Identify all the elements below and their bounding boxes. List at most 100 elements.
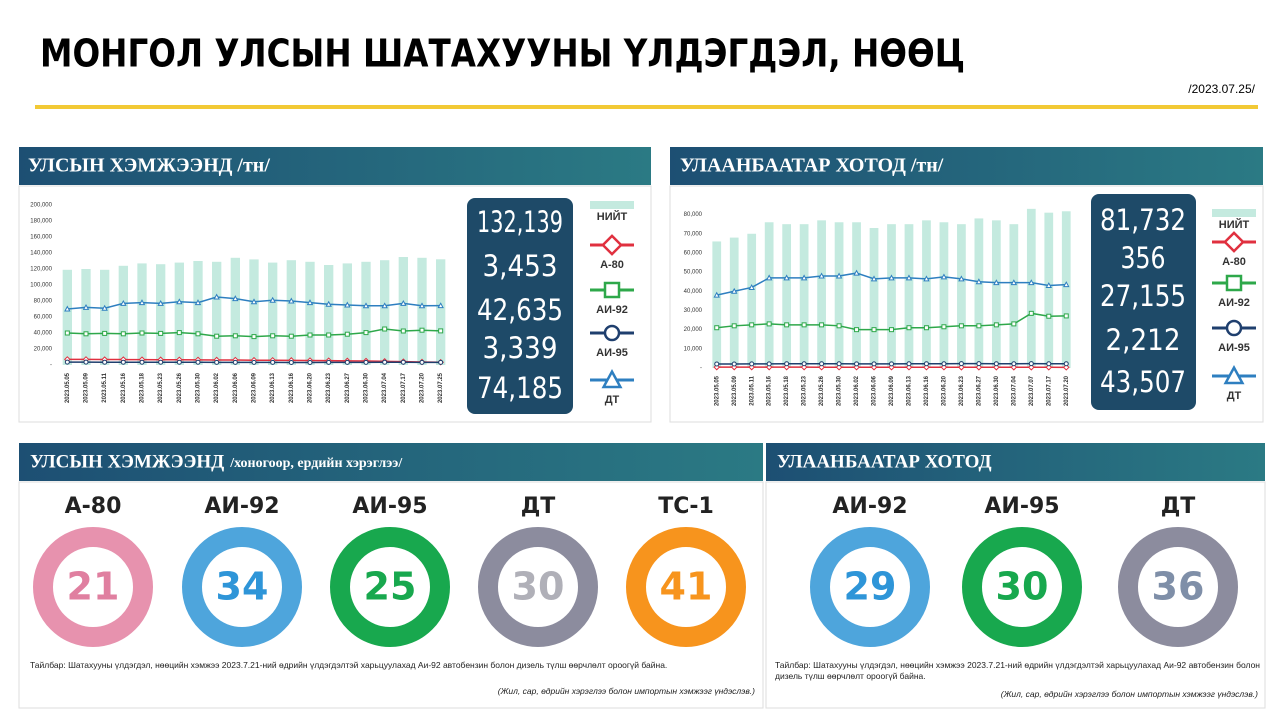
point: [64, 305, 71, 312]
bar: [305, 261, 315, 365]
point: [1062, 364, 1070, 371]
bar: [417, 257, 427, 365]
point: [158, 359, 164, 365]
bar: [1009, 224, 1019, 368]
point: [888, 274, 895, 281]
x-tick-label: 2023.06.16: [924, 375, 930, 406]
point: [214, 359, 220, 365]
legend-label: АИ-92: [596, 304, 628, 316]
point: [923, 363, 930, 371]
total-value: 43,507: [1100, 365, 1186, 399]
point: [1028, 279, 1035, 286]
bar: [436, 259, 446, 365]
x-tick-label: 2023.06.16: [289, 372, 295, 403]
point: [976, 361, 982, 367]
bar: [1026, 208, 1036, 368]
bar: [799, 224, 809, 368]
y-tick-label: 100,000: [30, 283, 52, 289]
point: [307, 359, 313, 365]
x-tick-label: 2023.06.27: [345, 372, 351, 403]
bar: [268, 262, 278, 365]
bar: [834, 222, 844, 368]
point: [976, 323, 982, 329]
bar: [156, 264, 166, 365]
bar: [398, 257, 408, 365]
total-value: 81,732: [1100, 203, 1186, 237]
point: [251, 334, 257, 340]
point: [232, 333, 238, 339]
point: [819, 322, 825, 328]
bar: [100, 269, 110, 365]
panel-header: [19, 147, 651, 185]
point: [419, 359, 425, 365]
x-tick-label: 2023.05.23: [158, 372, 164, 403]
days-value: 36: [1152, 565, 1205, 609]
bar: [957, 224, 966, 368]
y-tick-label: -: [50, 363, 52, 369]
point: [819, 361, 825, 367]
point: [363, 330, 369, 336]
days-value: 41: [660, 565, 713, 609]
donut-ring: [962, 527, 1082, 647]
point: [783, 274, 790, 281]
point: [975, 278, 983, 285]
legend-marker: [1225, 274, 1243, 292]
x-tick-label: 2023.06.20: [308, 372, 314, 403]
point: [1028, 310, 1034, 316]
point: [818, 272, 825, 279]
point: [157, 299, 164, 306]
legend-label: А-80: [1222, 256, 1246, 268]
bar: [174, 262, 184, 365]
point: [176, 359, 182, 365]
point: [800, 363, 808, 371]
fuel-label: ДТ: [521, 494, 556, 519]
legend-label: АИ-95: [596, 347, 628, 359]
y-tick-label: 80,000: [684, 212, 703, 218]
point: [82, 303, 90, 310]
total-value: 27,155: [1100, 279, 1186, 313]
days-value: 30: [996, 565, 1049, 609]
x-tick-label: 2023.05.18: [140, 372, 146, 403]
point: [836, 361, 842, 367]
panel-header: [766, 443, 1265, 481]
point: [1045, 282, 1053, 289]
total-value: 74,185: [477, 371, 563, 405]
point: [731, 323, 737, 329]
bar: [1044, 212, 1054, 368]
donut-ring: [182, 527, 302, 647]
bar: [193, 261, 203, 365]
point: [905, 274, 913, 281]
bar: [212, 261, 222, 365]
y-tick-label: 40,000: [34, 331, 53, 337]
y-tick-label: 50,000: [684, 270, 703, 276]
point: [835, 272, 843, 279]
bar: [81, 269, 91, 365]
point: [766, 361, 772, 367]
point: [176, 298, 183, 305]
point: [326, 359, 332, 365]
point: [871, 327, 877, 333]
point: [382, 326, 388, 332]
point: [993, 322, 999, 328]
point: [800, 274, 808, 281]
total-value: 2,212: [1106, 323, 1181, 357]
y-tick-label: 200,000: [30, 203, 52, 209]
x-tick-label: 2023.05.23: [802, 375, 808, 406]
point: [139, 330, 145, 336]
total-value: 42,635: [477, 293, 563, 327]
panel-title: УЛААНБААТАР ХОТОД: [777, 451, 992, 472]
report-date: /2023.07.25/: [1188, 82, 1255, 96]
point: [418, 302, 426, 309]
point: [749, 322, 755, 328]
point: [382, 359, 388, 365]
point: [269, 296, 276, 303]
bar: [380, 260, 390, 365]
point: [906, 361, 912, 367]
point: [102, 330, 108, 336]
point: [1011, 361, 1017, 367]
bar: [764, 222, 774, 368]
bar: [361, 261, 371, 365]
point: [1045, 364, 1053, 371]
x-tick-label: 2023.06.23: [959, 375, 965, 406]
y-tick-label: 80,000: [34, 299, 53, 305]
